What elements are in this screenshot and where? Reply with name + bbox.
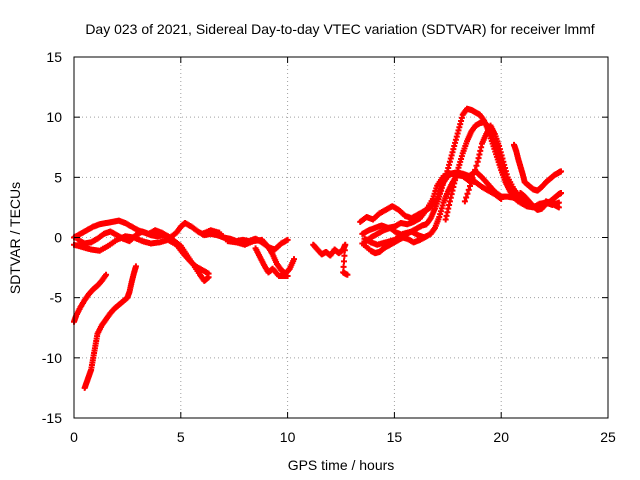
data-point bbox=[463, 194, 470, 201]
series-track-8 bbox=[310, 241, 351, 278]
data-point bbox=[558, 189, 565, 196]
data-point bbox=[344, 271, 351, 278]
y-tick-label: 0 bbox=[54, 230, 62, 246]
data-point bbox=[465, 186, 472, 193]
data-point bbox=[284, 273, 291, 280]
data-point bbox=[461, 171, 468, 178]
data-point bbox=[103, 271, 110, 278]
series-track-16 bbox=[511, 141, 565, 194]
y-tick-label: 15 bbox=[46, 49, 62, 65]
data-marks bbox=[71, 105, 565, 391]
chart-title: Day 023 of 2021, Sidereal Day-to-day VTE… bbox=[85, 21, 594, 37]
x-tick-label: 10 bbox=[280, 429, 296, 445]
data-point bbox=[205, 274, 212, 281]
x-tick-label: 5 bbox=[177, 429, 185, 445]
x-tick-label: 20 bbox=[493, 429, 509, 445]
data-point bbox=[340, 263, 347, 270]
data-point bbox=[467, 182, 474, 189]
data-point bbox=[423, 233, 430, 240]
data-point bbox=[473, 162, 480, 169]
y-tick-label: -5 bbox=[50, 290, 63, 306]
data-point bbox=[284, 236, 291, 243]
series-track-2 bbox=[81, 263, 139, 391]
data-point bbox=[464, 190, 471, 197]
x-tick-label: 15 bbox=[387, 429, 403, 445]
data-point bbox=[461, 198, 468, 205]
y-tick-label: 10 bbox=[46, 109, 62, 125]
data-point bbox=[291, 256, 298, 263]
data-point bbox=[472, 166, 479, 173]
data-point bbox=[340, 258, 347, 265]
data-point bbox=[341, 252, 348, 259]
data-point bbox=[341, 247, 348, 254]
series-track-7 bbox=[252, 245, 291, 280]
data-point bbox=[558, 168, 565, 175]
data-point bbox=[555, 199, 562, 206]
x-tick-label: 25 bbox=[600, 429, 616, 445]
y-tick-label: -10 bbox=[42, 350, 62, 366]
axis-ticks: 0 5 10 15 20 25 -15 -10 -5 0 5 10 15 bbox=[42, 49, 616, 445]
series-track-18 bbox=[511, 194, 562, 211]
y-tick-label: 5 bbox=[54, 169, 62, 185]
series-track-1 bbox=[71, 271, 110, 325]
series-track-5 bbox=[75, 227, 212, 284]
x-tick-label: 0 bbox=[70, 429, 78, 445]
series-track-13 bbox=[359, 233, 430, 257]
y-axis-label: SDTVAR / TECUs bbox=[7, 182, 23, 294]
data-point bbox=[469, 175, 476, 182]
data-point bbox=[342, 241, 349, 248]
data-point bbox=[470, 170, 477, 177]
y-tick-label: -15 bbox=[42, 410, 62, 426]
data-point bbox=[132, 263, 139, 270]
data-point bbox=[468, 179, 475, 186]
x-axis-label: GPS time / hours bbox=[288, 457, 395, 473]
